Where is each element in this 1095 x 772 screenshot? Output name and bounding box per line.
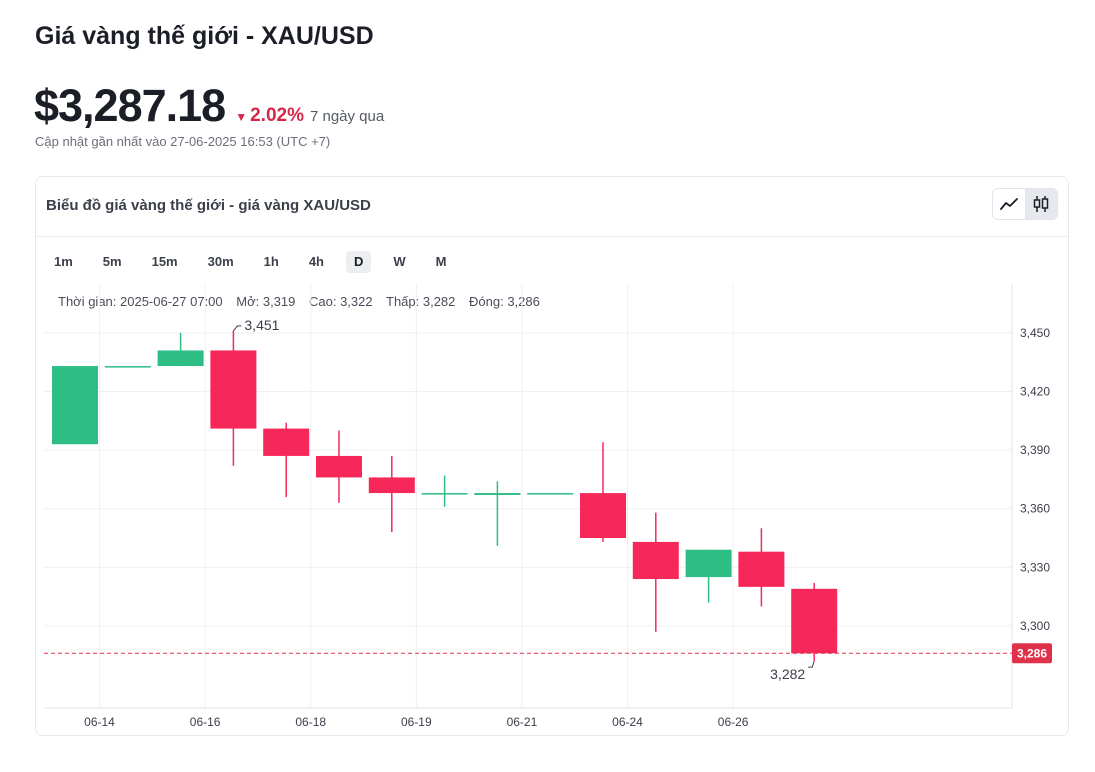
y-tick-label: 3,330: [1020, 560, 1050, 574]
candle-body[interactable]: [527, 493, 574, 495]
min-annotation-marker: [808, 660, 815, 668]
candle-body[interactable]: [104, 366, 151, 368]
chart-card-header: Biểu đồ giá vàng thế giới - giá vàng XAU…: [36, 177, 1068, 237]
y-tick-label: 3,420: [1020, 384, 1050, 398]
chart-card-title: Biểu đồ giá vàng thế giới - giá vàng XAU…: [46, 197, 371, 214]
candle-body[interactable]: [368, 477, 415, 494]
max-annotation-label: 3,451: [244, 317, 279, 333]
timeframe-1m[interactable]: 1m: [54, 254, 73, 269]
max-annotation-marker: [233, 325, 242, 332]
x-tick-label: 06-16: [190, 715, 221, 729]
x-tick-label: 06-19: [401, 715, 432, 729]
timeframe-selector: 1m 5m 15m 30m 1h 4h D W M: [46, 251, 469, 273]
x-tick-label: 06-21: [507, 715, 538, 729]
candle-body[interactable]: [157, 350, 204, 367]
candle-body[interactable]: [52, 366, 98, 445]
change-period: 7 ngày qua: [309, 108, 385, 125]
timeframe-30m[interactable]: 30m: [207, 254, 234, 269]
candle-body[interactable]: [685, 549, 732, 578]
candle-body[interactable]: [791, 588, 838, 654]
x-tick-label: 06-26: [718, 715, 749, 729]
candlestick-icon: [1033, 196, 1049, 212]
last-price-tag: [1012, 643, 1052, 664]
y-tick-label: 3,450: [1020, 326, 1050, 340]
last-updated: Cập nhật gần nhất vào 27-06-2025 16:53 (…: [35, 134, 331, 149]
timeframe-d[interactable]: D: [346, 251, 372, 273]
change-percent: 2.02%: [250, 105, 304, 126]
last-price-label: 3,286: [1017, 646, 1047, 660]
y-tick-label: 3,300: [1020, 619, 1050, 633]
y-tick-label: 3,390: [1020, 443, 1050, 457]
candle-body[interactable]: [210, 350, 257, 429]
candle-body[interactable]: [263, 428, 310, 456]
x-tick-label: 06-18: [295, 715, 326, 729]
min-annotation-label: 3,282: [770, 666, 805, 682]
timeframe-1h[interactable]: 1h: [263, 254, 279, 269]
caret-down-icon: ▼: [235, 110, 248, 124]
page-title: Giá vàng thế giới - XAU/USD: [35, 22, 374, 50]
candlestick-button[interactable]: [1025, 189, 1057, 219]
candle-body[interactable]: [738, 551, 785, 587]
candle-body[interactable]: [474, 493, 521, 496]
chart-view-toggle: [992, 188, 1058, 220]
ohlc-low: Thấp: 3,282: [386, 294, 456, 309]
x-tick-label: 06-24: [612, 715, 643, 729]
x-tick-label: 06-14: [84, 715, 115, 729]
line-chart-icon: [1000, 198, 1018, 210]
timeframe-15m[interactable]: 15m: [151, 254, 178, 269]
current-price: $3,287.18: [34, 80, 226, 131]
candle-body[interactable]: [632, 541, 679, 580]
timeframe-5m[interactable]: 5m: [102, 254, 122, 269]
timeframe-4h[interactable]: 4h: [308, 254, 324, 269]
chart-card: Biểu đồ giá vàng thế giới - giá vàng XAU…: [35, 176, 1069, 736]
candle-body[interactable]: [421, 493, 468, 495]
line-chart-button[interactable]: [993, 189, 1025, 219]
timeframe-w[interactable]: W: [393, 254, 406, 269]
timeframe-m[interactable]: M: [435, 254, 447, 269]
price-summary: $3,287.18 ▼ 2.02% 7 ngày qua: [34, 80, 384, 132]
candle-body[interactable]: [316, 455, 362, 478]
ohlc-open: Mở: 3,319: [236, 294, 296, 309]
y-tick-label: 3,360: [1020, 502, 1050, 516]
ohlc-high: Cao: 3,322: [309, 294, 373, 309]
price-change: ▼ 2.02% 7 ngày qua: [235, 105, 384, 127]
candle-body[interactable]: [580, 493, 626, 539]
